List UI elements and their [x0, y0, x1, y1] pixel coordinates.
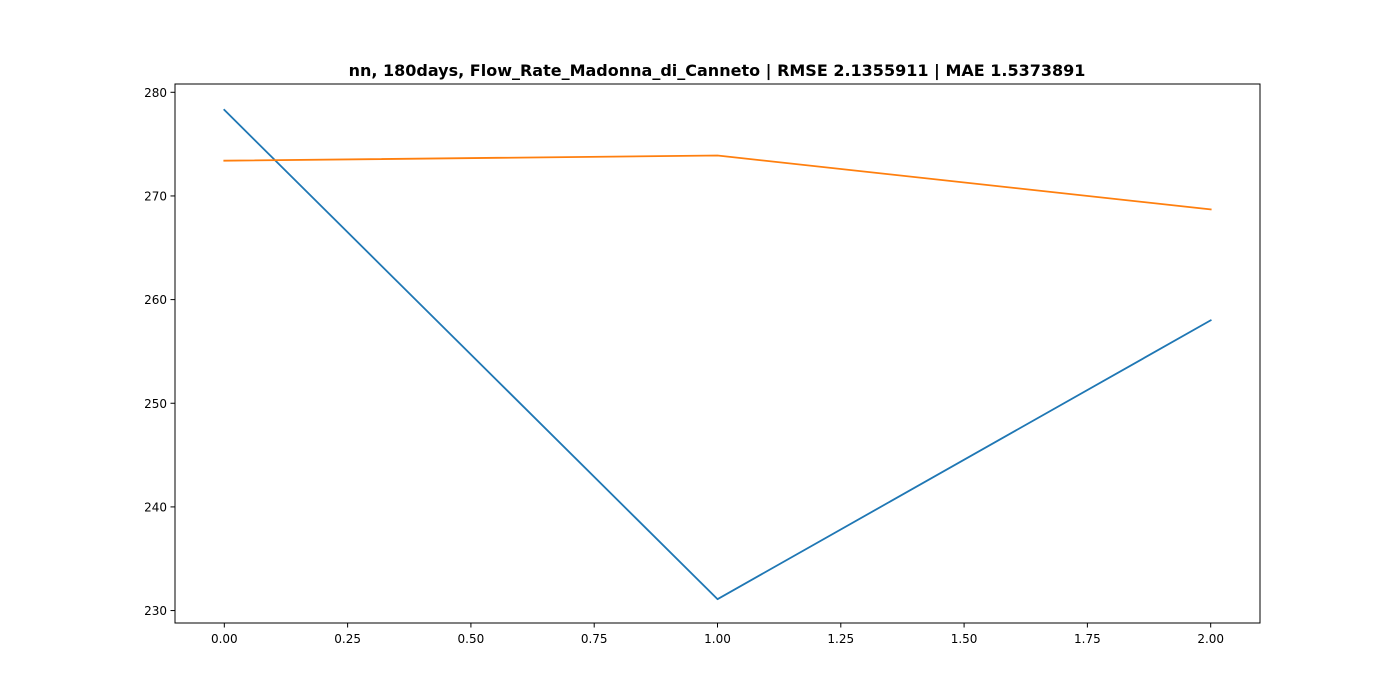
x-axis: 0.00 0.25 0.50 0.75 1.00 1.25 1.50 1.75 2.00 [211, 623, 1224, 646]
y-tick-label: 270 [144, 189, 167, 203]
y-tick-label: 230 [144, 604, 167, 618]
x-tick-label: 0.00 [211, 632, 238, 646]
y-tick-label: 240 [144, 500, 167, 514]
chart-title: nn, 180days, Flow_Rate_Madonna_di_Cannet… [349, 61, 1086, 81]
x-tick-label: 0.50 [458, 632, 485, 646]
x-tick-label: 0.75 [581, 632, 608, 646]
x-tick-label: 1.50 [951, 632, 978, 646]
series-line-1 [223, 108, 1212, 601]
x-tick-label: 0.25 [334, 632, 361, 646]
series-line-2 [223, 154, 1212, 211]
x-tick-label: 1.00 [704, 632, 731, 646]
series-layer [223, 108, 1212, 601]
x-tick-label: 1.75 [1074, 632, 1101, 646]
y-axis: 230 240 250 260 270 280 [144, 86, 175, 618]
y-tick-label: 260 [144, 293, 167, 307]
y-tick-label: 250 [144, 397, 167, 411]
plot-area-frame [174, 83, 1261, 624]
x-tick-label: 1.25 [827, 632, 854, 646]
x-tick-label: 2.00 [1197, 632, 1224, 646]
y-tick-label: 280 [144, 86, 167, 100]
